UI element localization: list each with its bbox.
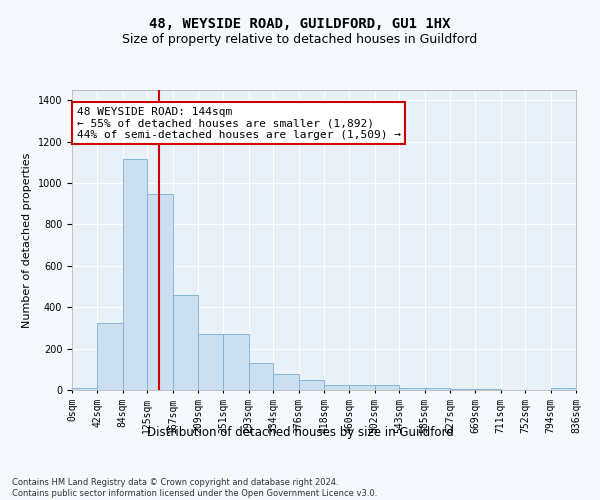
Bar (400, 388, 425, 390)
Text: Size of property relative to detached houses in Guildford: Size of property relative to detached ho… (122, 32, 478, 46)
Text: Contains HM Land Registry data © Crown copyright and database right 2024.
Contai: Contains HM Land Registry data © Crown c… (12, 478, 377, 498)
Y-axis label: Number of detached properties: Number of detached properties (22, 152, 32, 328)
Text: 48, WEYSIDE ROAD, GUILDFORD, GU1 1HX: 48, WEYSIDE ROAD, GUILDFORD, GU1 1HX (149, 18, 451, 32)
Bar (248, 363, 274, 390)
Bar (299, 380, 324, 390)
Bar (324, 386, 349, 390)
Bar (148, 194, 173, 390)
Bar (97, 323, 122, 390)
Bar (551, 388, 576, 390)
Bar (173, 295, 198, 390)
Bar (374, 386, 400, 390)
Bar (450, 389, 475, 390)
Bar (425, 388, 450, 390)
Bar (72, 388, 97, 390)
Bar (274, 374, 299, 390)
Text: Distribution of detached houses by size in Guildford: Distribution of detached houses by size … (146, 426, 454, 439)
Bar (198, 334, 223, 390)
Bar (475, 389, 500, 390)
Bar (122, 160, 148, 390)
Bar (223, 334, 248, 390)
Bar (349, 386, 374, 390)
Text: 48 WEYSIDE ROAD: 144sqm
← 55% of detached houses are smaller (1,892)
44% of semi: 48 WEYSIDE ROAD: 144sqm ← 55% of detache… (77, 106, 401, 140)
